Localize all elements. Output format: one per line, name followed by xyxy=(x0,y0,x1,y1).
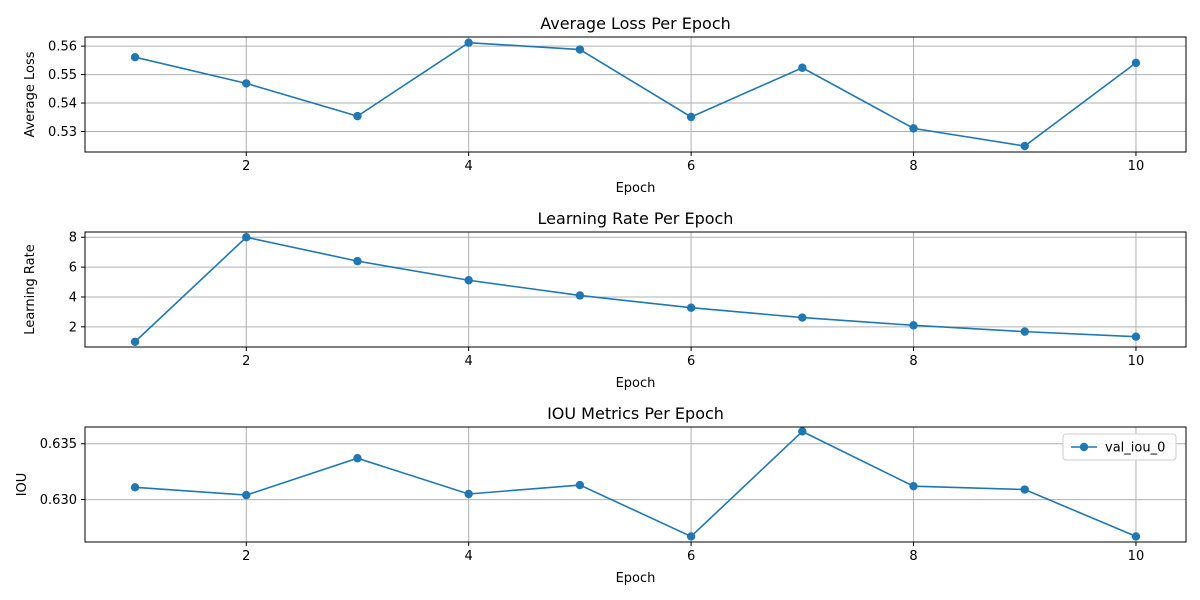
x-tick-label: 2 xyxy=(242,354,250,369)
data-point xyxy=(798,63,807,72)
x-axis-label: Epoch xyxy=(616,571,656,586)
legend-box xyxy=(1062,433,1177,461)
y-tick-label: 0.635 xyxy=(40,437,77,452)
x-tick-label: 10 xyxy=(1128,354,1145,369)
y-tick-label: 0.630 xyxy=(40,493,77,508)
data-point xyxy=(909,481,918,491)
data-point xyxy=(1131,532,1141,541)
data-point xyxy=(130,53,140,62)
data-point xyxy=(242,490,251,500)
chart-title: IOU Metrics Per Epoch xyxy=(547,404,724,423)
y-axis-label: Average Loss xyxy=(23,51,38,137)
x-tick-label: 8 xyxy=(909,159,917,174)
axes-frame xyxy=(84,231,1187,348)
subplot-2: 2 4 6 8 10 2 4 6 8 Learning Rate Per Epoch Epoch Le… xyxy=(23,209,1187,391)
y-axis-label: IOU xyxy=(15,473,30,497)
data-point xyxy=(353,256,362,266)
legend-entry: val_iou_0 xyxy=(1105,441,1165,456)
y-tick-label: 0.55 xyxy=(48,68,77,83)
x-tick-label: 6 xyxy=(687,159,695,174)
legend-marker xyxy=(1079,442,1089,452)
y-axis-label: Learning Rate xyxy=(23,244,38,334)
data-point xyxy=(1020,141,1029,151)
x-tick-label: 8 xyxy=(909,549,917,564)
data-point xyxy=(464,276,473,285)
series-line xyxy=(134,430,1137,538)
y-tick-label: 6 xyxy=(69,261,77,276)
data-point xyxy=(686,112,696,122)
data-point xyxy=(464,489,473,499)
y-tick-label: 0.56 xyxy=(48,40,77,55)
data-point xyxy=(686,303,696,312)
subplots: 2 4 6 8 10 0.53 0.54 0.55 0.56 Average Loss Per E… xyxy=(15,14,1187,586)
data-point xyxy=(1020,485,1029,494)
data-point xyxy=(464,38,473,47)
x-tick-label: 10 xyxy=(1128,159,1145,174)
y-tick-label: 0.54 xyxy=(48,97,77,112)
subplot-1: 2 4 6 8 10 0.53 0.54 0.55 0.56 Average Loss Per E… xyxy=(23,14,1187,196)
y-tick-label: 0.53 xyxy=(48,125,77,140)
data-point xyxy=(1131,332,1141,341)
data-point xyxy=(798,427,807,436)
axes-frame xyxy=(84,426,1187,543)
legend: val_iou_0 xyxy=(1062,433,1177,461)
data-point xyxy=(130,337,140,346)
chart-title: Learning Rate Per Epoch xyxy=(538,209,734,228)
x-tick-label: 2 xyxy=(242,549,250,564)
data-point xyxy=(242,233,251,242)
series-line xyxy=(134,41,1137,147)
chart-title: Average Loss Per Epoch xyxy=(540,14,731,33)
data-point xyxy=(575,480,585,490)
data-point xyxy=(353,454,362,463)
data-point xyxy=(909,321,918,330)
x-tick-label: 6 xyxy=(687,354,695,369)
data-point xyxy=(1020,327,1029,336)
y-tick-label: 4 xyxy=(69,290,77,305)
x-axis-label: Epoch xyxy=(616,376,656,391)
series-line xyxy=(134,236,1136,343)
y-tick-label: 2 xyxy=(69,320,77,335)
data-point xyxy=(353,111,362,121)
subplot-3: 2 4 6 8 10 0.630 0.635 IOU Metrics Per Epoch Epo… xyxy=(15,404,1187,586)
x-tick-label: 4 xyxy=(465,354,473,369)
x-tick-label: 4 xyxy=(465,159,473,174)
x-tick-label: 10 xyxy=(1128,549,1145,564)
x-tick-label: 8 xyxy=(909,354,917,369)
data-point xyxy=(686,532,696,541)
data-point xyxy=(575,291,585,300)
x-axis-label: Epoch xyxy=(616,181,656,196)
data-point xyxy=(798,313,807,322)
data-point xyxy=(575,45,585,54)
data-point xyxy=(1131,58,1141,68)
data-point xyxy=(242,79,251,88)
axes-frame xyxy=(84,36,1187,153)
x-tick-label: 4 xyxy=(465,549,473,564)
data-point xyxy=(909,124,918,133)
data-point xyxy=(130,483,140,492)
y-tick-label: 8 xyxy=(69,231,77,246)
x-tick-label: 2 xyxy=(242,159,250,174)
x-tick-label: 6 xyxy=(687,549,695,564)
